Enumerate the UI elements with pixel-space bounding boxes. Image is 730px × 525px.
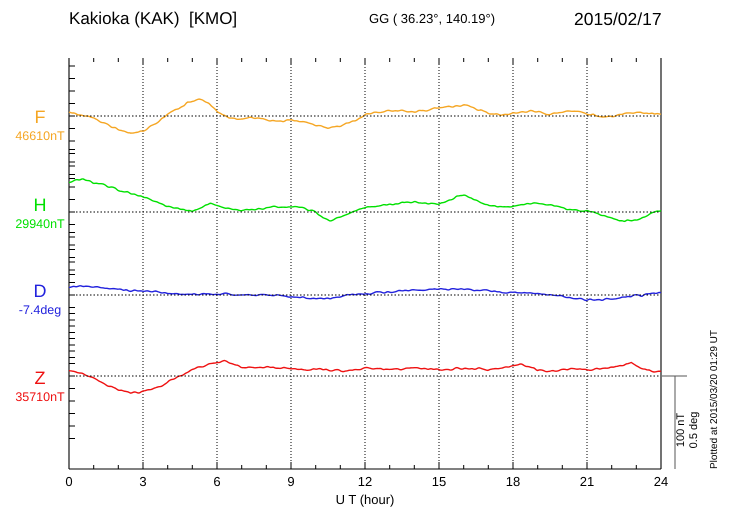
svg-text:GG ( 36.23°, 140.19°): GG ( 36.23°, 140.19°) bbox=[369, 11, 495, 26]
svg-text:0.5 deg: 0.5 deg bbox=[688, 412, 700, 449]
svg-text:24: 24 bbox=[654, 474, 668, 489]
svg-text:29940nT: 29940nT bbox=[15, 217, 65, 231]
svg-text:D: D bbox=[34, 281, 47, 301]
svg-text:9: 9 bbox=[287, 474, 294, 489]
svg-text:2015/02/17: 2015/02/17 bbox=[574, 9, 662, 29]
svg-text:100 nT: 100 nT bbox=[675, 413, 687, 448]
svg-text:6: 6 bbox=[213, 474, 220, 489]
svg-text:U T (hour): U T (hour) bbox=[336, 492, 395, 507]
svg-text:-7.4deg: -7.4deg bbox=[19, 303, 61, 317]
svg-text:F: F bbox=[35, 107, 46, 127]
svg-text:H: H bbox=[34, 195, 47, 215]
svg-text:12: 12 bbox=[358, 474, 372, 489]
svg-text:Kakioka (KAK) [KMO]: Kakioka (KAK) [KMO] bbox=[69, 9, 237, 28]
svg-text:0: 0 bbox=[65, 474, 72, 489]
svg-text:46610nT: 46610nT bbox=[15, 129, 65, 143]
svg-text:Z: Z bbox=[35, 368, 46, 388]
svg-text:15: 15 bbox=[432, 474, 446, 489]
svg-text:Plotted at 2015/03/20 01:29 UT: Plotted at 2015/03/20 01:29 UT bbox=[709, 330, 720, 469]
svg-text:21: 21 bbox=[580, 474, 594, 489]
svg-text:18: 18 bbox=[506, 474, 520, 489]
svg-text:35710nT: 35710nT bbox=[15, 390, 65, 404]
svg-text:3: 3 bbox=[139, 474, 146, 489]
